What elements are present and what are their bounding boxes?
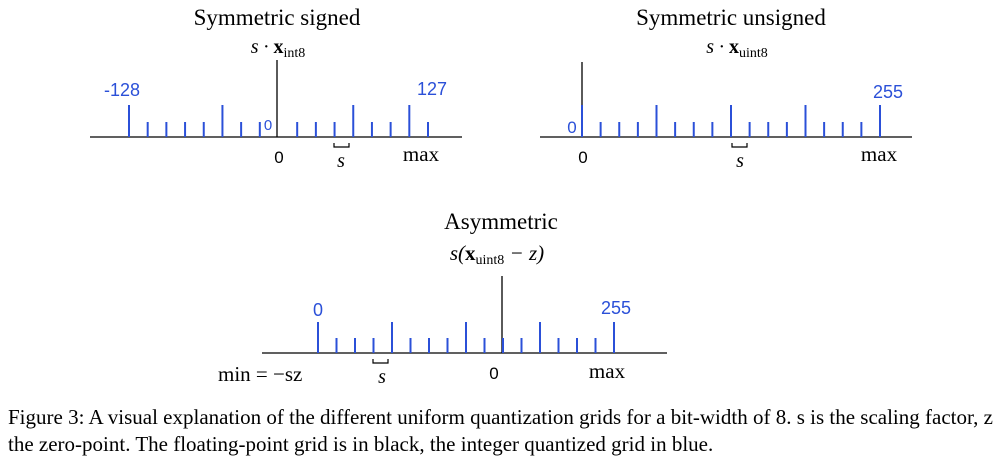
figure-caption: Figure 3: A visual explanation of the di… [8, 405, 993, 456]
scale-bracket [731, 143, 748, 148]
max-label: max [403, 142, 440, 166]
panel-title: Symmetric signed [194, 5, 361, 30]
zero-label: 0 [489, 364, 498, 383]
right-value-label: 255 [873, 82, 903, 102]
quantization-grids-figure: Symmetric signed s · xint8 -128 127 0 0 … [90, 5, 912, 388]
scale-bracket [372, 359, 389, 364]
panel-title: Symmetric unsigned [636, 5, 826, 30]
zero-label: 0 [274, 148, 283, 167]
scale-label: s [378, 366, 386, 388]
left-value-label: 0 [313, 300, 323, 320]
int-grid [581, 105, 881, 137]
min-label: min = −sz [218, 362, 302, 386]
symmetric-signed-panel: Symmetric signed s · xint8 -128 127 0 0 … [90, 5, 462, 172]
int-grid [317, 322, 615, 353]
scale-label: s [736, 150, 744, 172]
right-value-label: 127 [417, 79, 447, 99]
zero-int-label: 0 [264, 117, 272, 134]
formula: s · xuint8 [706, 36, 768, 61]
scale-label: s [337, 150, 345, 172]
formula: s · xint8 [251, 36, 306, 61]
zero-label: 0 [578, 148, 587, 167]
right-value-label: 255 [601, 298, 631, 318]
left-value-label: -128 [104, 80, 140, 100]
max-label: max [589, 359, 626, 383]
scale-bracket [333, 143, 350, 148]
panel-title: Asymmetric [444, 209, 558, 234]
int-grid [128, 105, 429, 137]
max-label: max [861, 142, 898, 166]
symmetric-unsigned-panel: Symmetric unsigned s · xuint8 0 255 0 s … [540, 5, 912, 172]
zero-int-label: 0 [567, 118, 576, 137]
formula: s(xuint8 − z) [450, 241, 544, 268]
asymmetric-panel: Asymmetric s(xuint8 − z) 0 255 min = −sz… [218, 209, 667, 388]
